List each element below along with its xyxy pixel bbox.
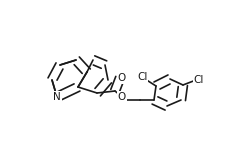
Text: Cl: Cl <box>193 75 204 85</box>
Text: O: O <box>118 92 126 102</box>
Text: Cl: Cl <box>137 72 148 82</box>
Text: N: N <box>53 92 60 102</box>
Text: O: O <box>118 73 126 83</box>
